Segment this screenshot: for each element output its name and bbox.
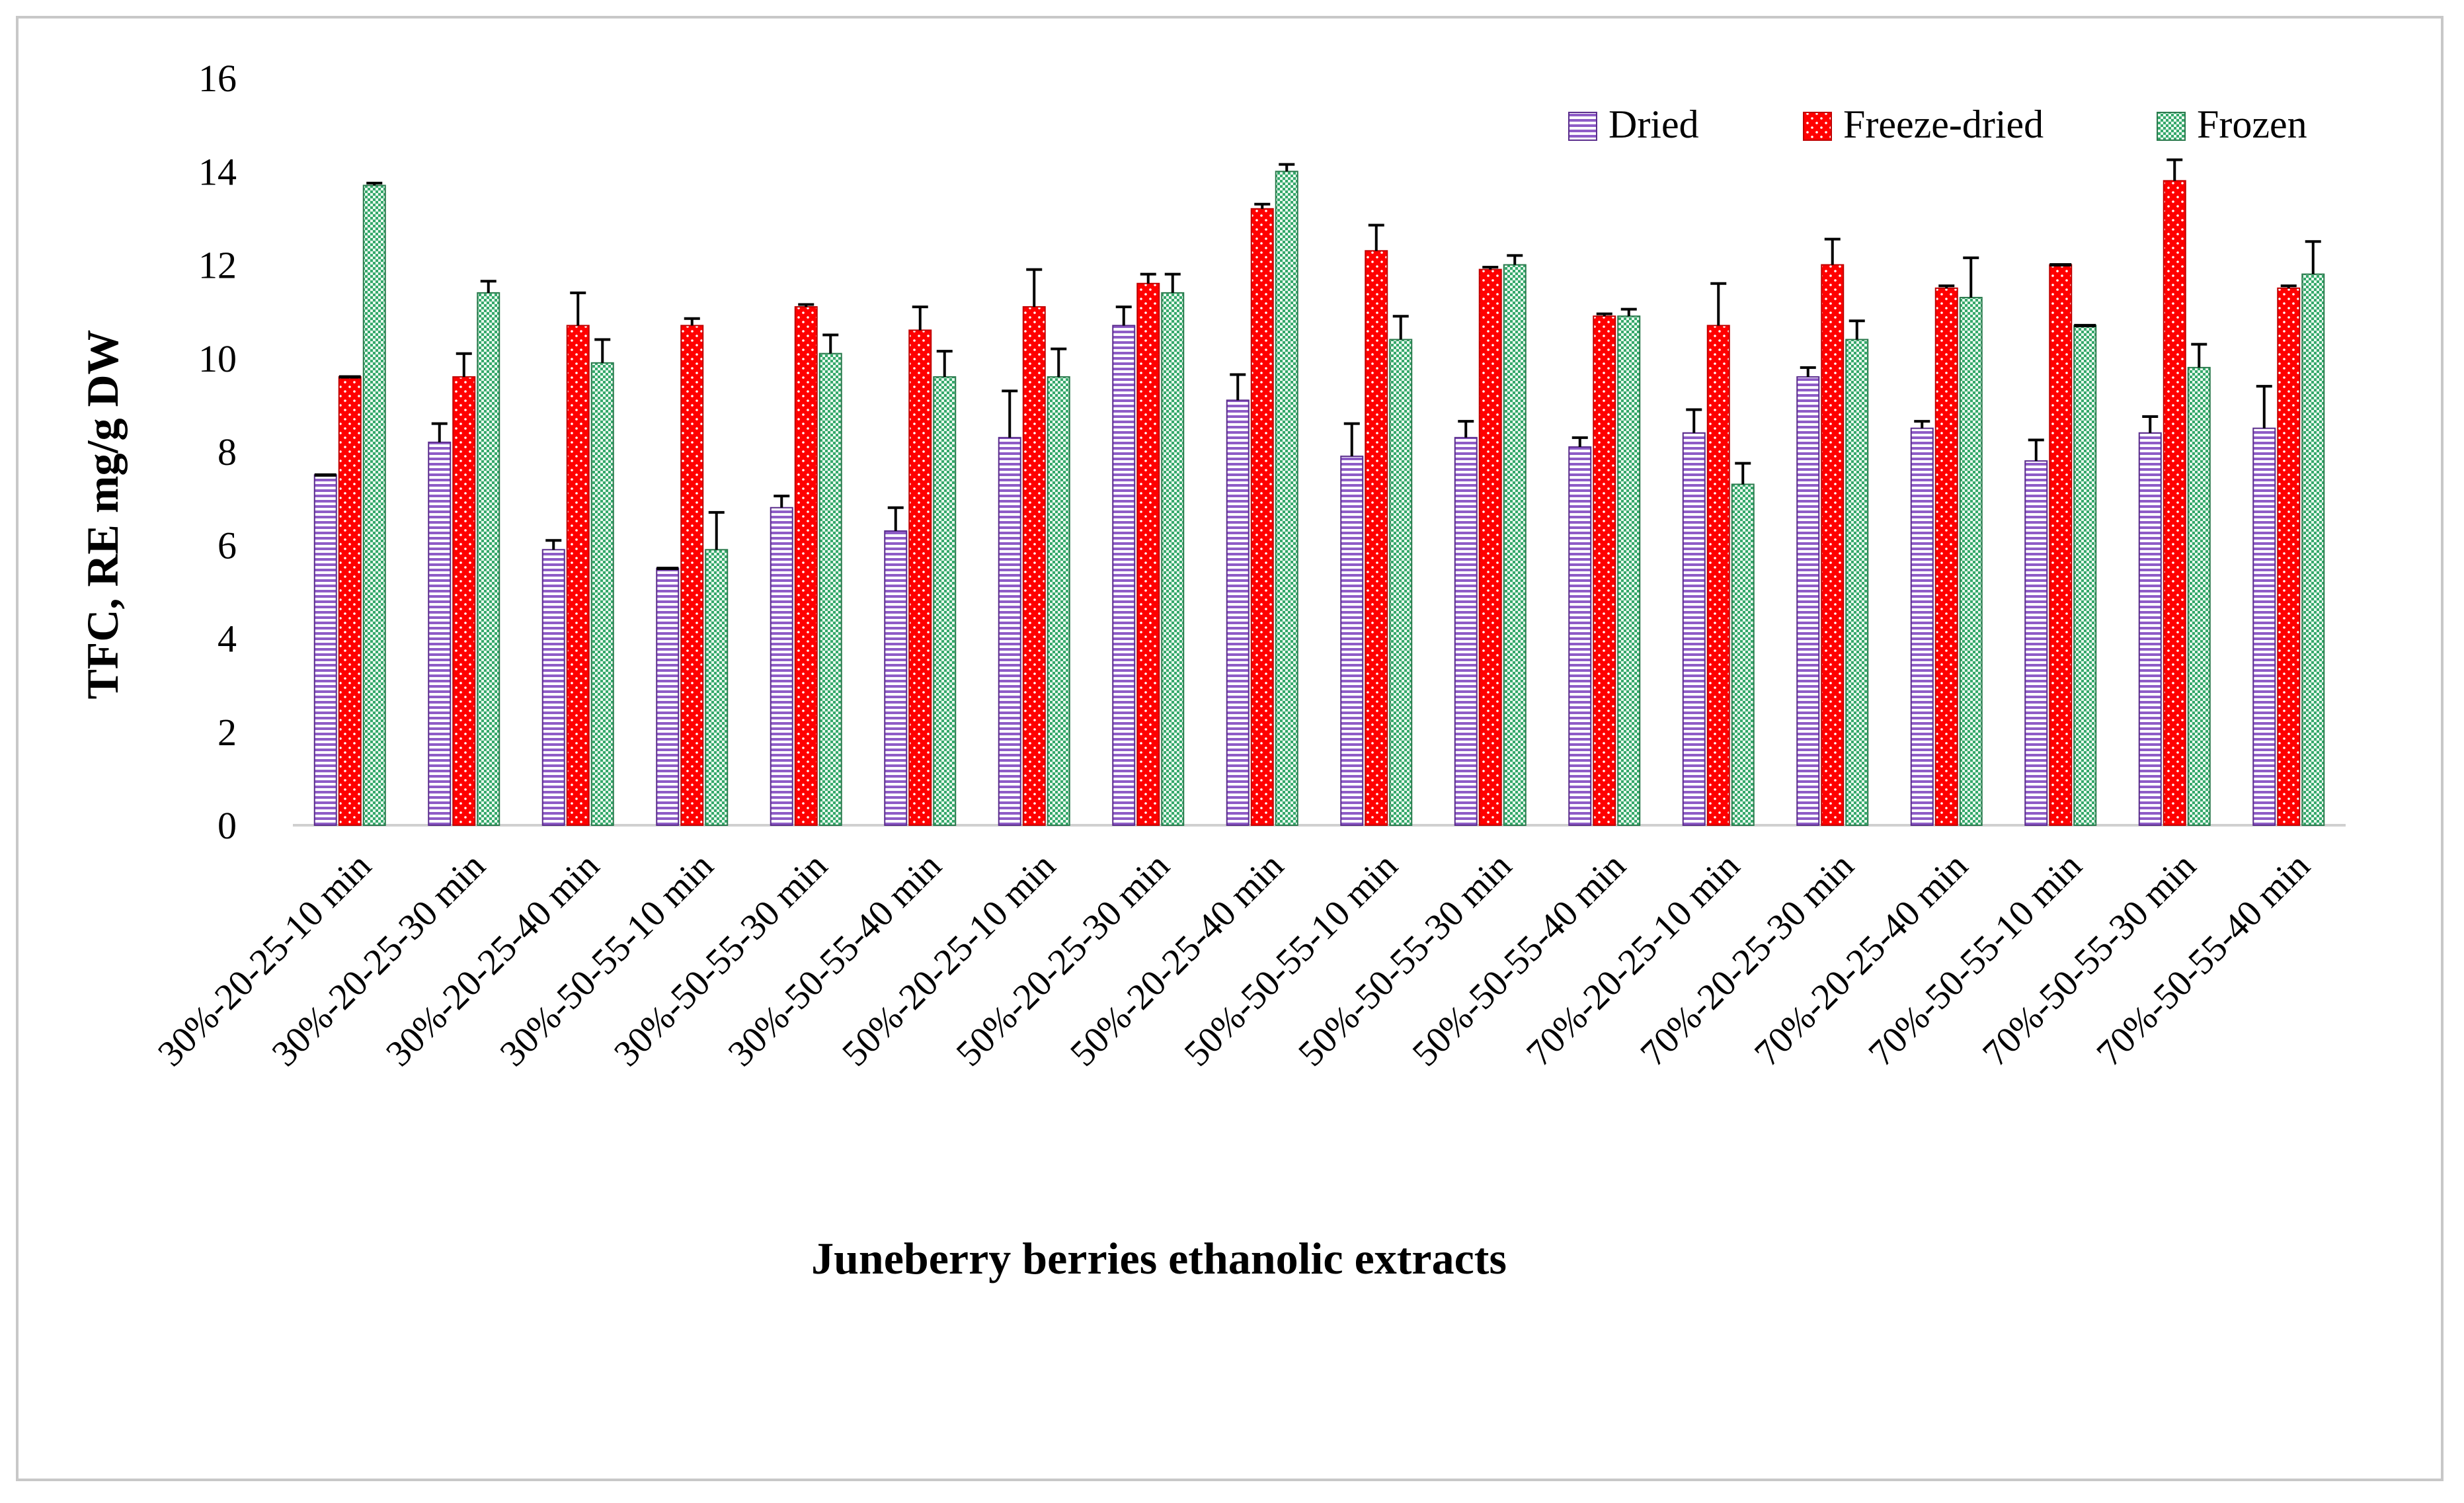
x-tick-label: 30%-20-25-10 min xyxy=(150,845,379,1074)
bar-freeze-dried xyxy=(1706,325,1730,826)
bar-frozen xyxy=(1617,315,1641,826)
bar-dried xyxy=(1454,436,1478,826)
bar-freeze-dried xyxy=(338,376,362,826)
bar-freeze-dried xyxy=(566,325,590,826)
bar-dried xyxy=(1112,325,1136,826)
bar-frozen xyxy=(477,292,500,826)
y-tick-label: 6 xyxy=(218,524,237,567)
x-tick-label: 30%-20-25-40 min xyxy=(378,845,607,1074)
bar-dried xyxy=(313,474,337,826)
x-tick-label: 70%-50-55-40 min xyxy=(2089,845,2318,1074)
bar-freeze-dried xyxy=(1593,315,1616,826)
y-tick-label: 0 xyxy=(218,804,237,847)
legend-swatch xyxy=(1568,112,1597,141)
bar-freeze-dried xyxy=(1821,264,1845,826)
bar-frozen xyxy=(818,352,842,826)
bar-freeze-dried xyxy=(1022,306,1046,826)
bar-frozen xyxy=(1731,483,1755,826)
x-tick-label: 30%-50-55-10 min xyxy=(493,845,721,1074)
x-tick-label: 50%-20-25-40 min xyxy=(1062,845,1291,1074)
bar-dried xyxy=(2024,460,2048,826)
x-tick-label: 50%-50-55-40 min xyxy=(1405,845,1634,1074)
bar-frozen xyxy=(2073,325,2097,826)
bar-dried xyxy=(656,567,680,826)
bar-dried xyxy=(1910,427,1934,826)
y-tick-label: 4 xyxy=(218,618,237,661)
bar-freeze-dried xyxy=(452,376,476,826)
x-tick-label: 30%-50-55-30 min xyxy=(606,845,835,1074)
chart-svg: 0 2 4 6 8 10 12 14 16 30%-20-25-10 min30%-20-25-… xyxy=(77,57,2346,1283)
bar-frozen xyxy=(362,184,386,826)
bar-freeze-dried xyxy=(908,329,932,826)
bar-dried xyxy=(1340,456,1364,826)
bar-frozen xyxy=(1845,339,1869,826)
y-tick-label: 2 xyxy=(218,711,237,754)
x-tick-label: 70%-20-25-40 min xyxy=(1747,845,1975,1074)
y-tick-label: 16 xyxy=(198,57,237,100)
bar-freeze-dried xyxy=(1934,287,1958,826)
bar-dried xyxy=(1796,376,1820,826)
x-tick-label: 70%-50-55-30 min xyxy=(1975,845,2204,1074)
x-tick-label: 30%-50-55-40 min xyxy=(721,845,949,1074)
bar-frozen xyxy=(1389,339,1413,826)
bar-frozen xyxy=(2301,273,2325,826)
x-tick-label: 70%-50-55-10 min xyxy=(1861,845,2090,1074)
bar-frozen xyxy=(933,376,957,826)
x-tick-label: 70%-20-25-10 min xyxy=(1519,845,1747,1074)
x-axis-title: Juneberry berries ethanolic extracts xyxy=(811,1233,1507,1283)
bar-dried xyxy=(770,507,793,826)
x-tick-label: 70%-20-25-30 min xyxy=(1633,845,1862,1074)
bar-frozen xyxy=(1959,296,1983,826)
bar-frozen xyxy=(1503,264,1527,826)
bar-dried xyxy=(998,436,1021,826)
bar-freeze-dried xyxy=(2163,180,2186,826)
chart-frame: 0 2 4 6 8 10 12 14 16 30%-20-25-10 min 30%-20-25-… xyxy=(16,16,2444,1481)
bar-freeze-dried xyxy=(2049,264,2073,826)
bar-frozen xyxy=(590,362,614,826)
bar-frozen xyxy=(1047,376,1070,826)
bar-dried xyxy=(1682,432,1706,826)
bar-frozen xyxy=(705,549,729,826)
legend: Dried Freeze-dried Frozen xyxy=(1568,102,2307,146)
y-tick-label: 12 xyxy=(198,244,237,287)
y-axis-title: TFC, RE mg/g DW xyxy=(77,329,128,699)
bars-layer xyxy=(313,158,2325,826)
bar-dried xyxy=(1226,399,1250,826)
y-tick-label: 10 xyxy=(198,337,237,380)
y-tick-label: 8 xyxy=(218,430,237,473)
bar-freeze-dried xyxy=(794,306,818,826)
y-tick-label: 14 xyxy=(198,150,237,193)
bar-dried xyxy=(884,530,908,826)
x-tick-label: 50%-50-55-30 min xyxy=(1291,845,1519,1074)
x-tick-label: 30%-20-25-30 min xyxy=(264,845,493,1074)
bar-freeze-dried xyxy=(1365,250,1388,826)
legend-label: Dried xyxy=(1609,102,1699,146)
bar-dried xyxy=(2252,427,2276,826)
legend-label: Freeze-dried xyxy=(1843,102,2044,146)
x-tick-label: 50%-20-25-30 min xyxy=(949,845,1177,1074)
bar-freeze-dried xyxy=(1136,282,1160,826)
bar-freeze-dried xyxy=(1250,208,1274,826)
legend-swatch xyxy=(2157,112,2186,141)
bar-dried xyxy=(428,441,452,826)
bar-dried xyxy=(1568,446,1592,826)
bar-freeze-dried xyxy=(1478,268,1502,826)
bar-freeze-dried xyxy=(680,325,704,826)
bar-frozen xyxy=(2187,366,2211,826)
legend-swatch xyxy=(1803,112,1832,141)
legend-label: Frozen xyxy=(2197,102,2307,146)
x-tick-label: 50%-50-55-10 min xyxy=(1177,845,1406,1074)
y-axis-ticks: 0 2 4 6 8 10 12 14 16 xyxy=(198,57,237,847)
bar-frozen xyxy=(1161,292,1185,826)
bar-freeze-dried xyxy=(2277,287,2301,826)
bar-dried xyxy=(2138,432,2162,826)
x-tick-label: 50%-20-25-10 min xyxy=(834,845,1063,1074)
bar-dried xyxy=(541,549,565,826)
bar-frozen xyxy=(1275,171,1298,826)
